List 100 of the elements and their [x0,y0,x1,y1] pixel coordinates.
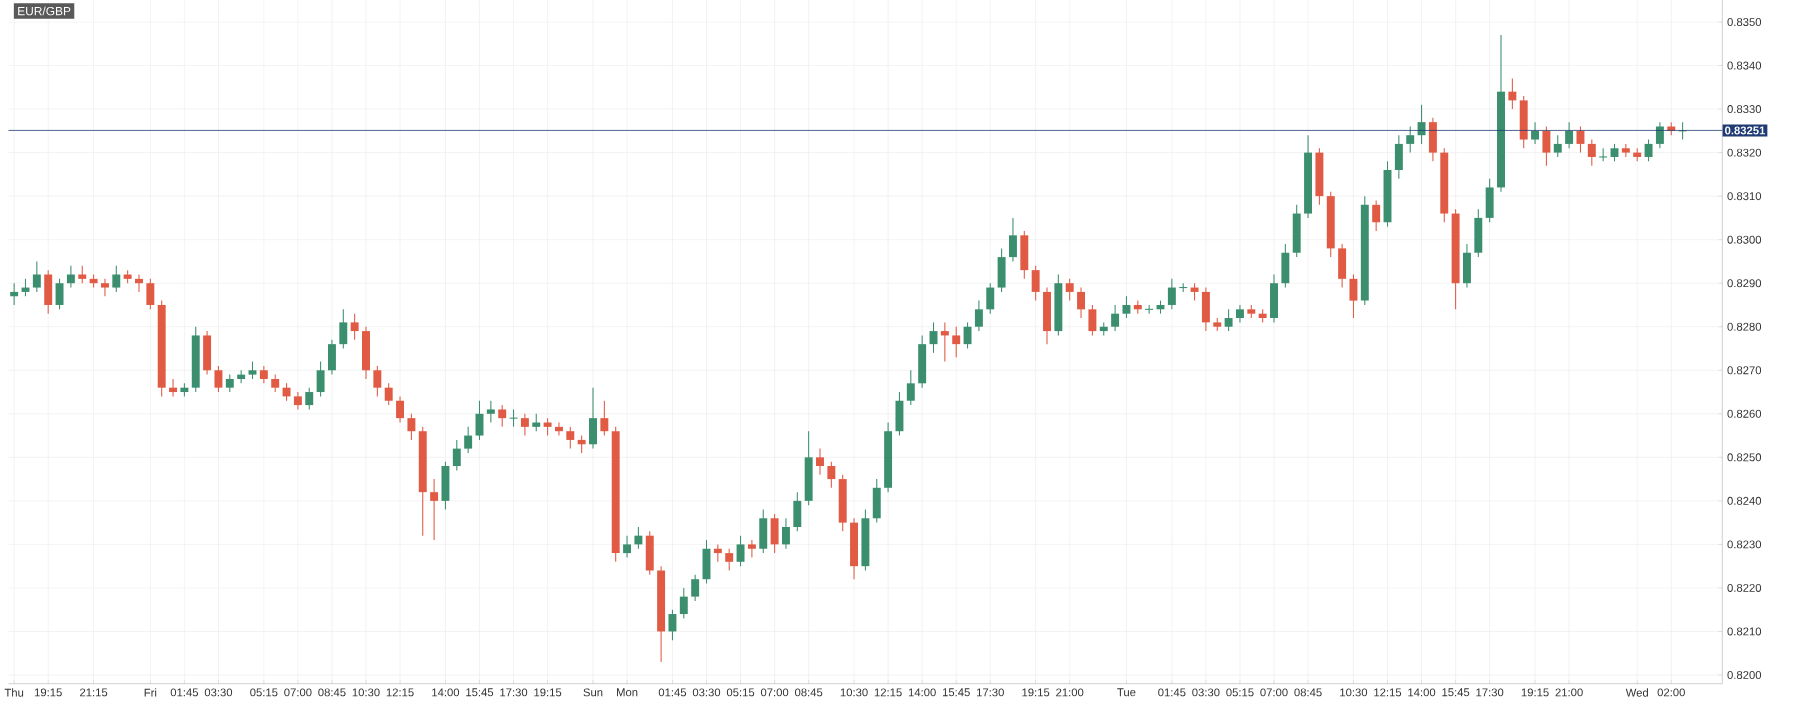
y-tick-label: 0.8300 [1727,235,1762,244]
candlestick [66,265,75,289]
candlestick [600,400,609,437]
candlestick [520,413,529,437]
candlestick [1065,278,1074,302]
candlestick [464,426,473,454]
x-tick-label: 08:45 [1294,688,1322,697]
x-tick-label: 08:45 [318,688,346,697]
y-tick-label: 0.8340 [1727,61,1762,70]
candlestick [135,274,143,293]
x-tick-label: 12:15 [1374,688,1402,697]
x-tick-label: 01:45 [170,688,199,697]
x-tick-label: 15:45 [942,688,970,697]
x-tick-label: Sun [583,688,603,697]
candlestick [906,369,915,406]
candlestick [1406,126,1415,154]
candlestick [350,313,359,341]
y-tick-label: 0.8310 [1727,192,1762,201]
candlestick [112,265,121,293]
candlestick [396,395,405,424]
candlestick [1565,121,1574,149]
candlestick [384,382,393,406]
x-tick-label: 19:15 [534,688,562,697]
candlestick [986,282,995,315]
x-tick-label: 17:30 [1476,688,1504,697]
y-tick-label: 0.8220 [1727,584,1762,592]
candlestick [430,478,439,541]
candlestick [316,361,325,397]
x-tick-label: 17:30 [500,688,528,697]
candlestick [305,387,314,411]
candlestick [1531,121,1540,145]
candlestick [679,587,688,619]
candlestick [1111,304,1120,332]
candlestick [1576,126,1585,154]
candlestick [566,426,575,450]
y-tick-label: 0.8330 [1727,105,1762,114]
x-tick-label: 07:00 [760,688,789,697]
candlestick [781,517,790,550]
x-tick-label: 07:00 [284,688,312,697]
candlestick [10,282,19,306]
y-tick-label: 0.8210 [1727,627,1762,636]
y-tick-label: 0.8350 [1727,18,1762,27]
candlestick [1553,134,1562,158]
ref-line-label: 0.83251 [1725,126,1766,135]
candlestick [1621,143,1630,158]
x-tick-label: 19:15 [1022,688,1050,697]
x-tick-label: 07:00 [1260,688,1288,697]
x-tick-label: 05:15 [1226,688,1254,697]
candlestick [816,448,824,476]
candlestick [1077,287,1086,319]
candlestick [1417,104,1426,145]
y-tick-label: 0.8320 [1727,148,1762,157]
candlestick [623,535,632,559]
x-tick-label: 14:00 [432,688,460,697]
x-tick-label: 10:30 [840,688,868,697]
candlestick [486,400,495,424]
x-tick-label: 02:00 [1657,688,1685,697]
candlestick [1508,78,1517,110]
candlestick [237,369,246,384]
candlestick [1587,139,1596,167]
candlestick [1372,200,1381,232]
x-tick-label: 12:15 [386,688,414,697]
candlestick [339,308,348,350]
candlestick [1542,126,1551,167]
candlestick [452,439,461,471]
candlestick [146,278,155,310]
x-tick-label: 14:00 [908,688,936,697]
x-tick-label: Wed [1625,688,1648,697]
y-tick-label: 0.8250 [1727,453,1762,462]
candlestick [407,413,416,441]
x-tick-label: 05:15 [726,688,755,697]
chart-title: EUR/GBP [18,6,71,16]
x-tick-label: 21:15 [80,688,108,697]
x-tick-label: 12:15 [874,688,902,697]
candlestick [498,404,507,428]
x-tick-label: 15:45 [1442,688,1470,697]
x-tick-label: Mon [616,688,638,697]
candlestick [1224,308,1233,332]
y-tick-label: 0.8200 [1727,671,1762,680]
candlestick [1655,121,1664,149]
x-tick-label: Thu [4,688,24,697]
x-tick-label: 19:15 [34,688,62,697]
candlestick [1167,278,1176,310]
x-tick-label: 15:45 [466,688,494,697]
candlestick [691,574,700,602]
x-tick-label: 10:30 [352,688,380,697]
candlestick [32,260,41,293]
x-tick-label: 14:00 [1408,688,1436,697]
candlestick [214,365,223,393]
x-tick-label: Tue [1117,688,1136,697]
candlestick [1031,265,1040,302]
y-tick-label: 0.8270 [1727,366,1762,375]
candlestick [1644,139,1653,162]
x-tick-label: 19:15 [1521,688,1549,697]
candlestick [747,539,756,559]
candlestick [55,278,64,310]
x-tick-label: 03:30 [692,688,721,697]
x-tick-label: 01:45 [658,688,687,697]
x-tick-label: 10:30 [1340,688,1368,697]
x-tick-label: 21:00 [1555,688,1583,697]
